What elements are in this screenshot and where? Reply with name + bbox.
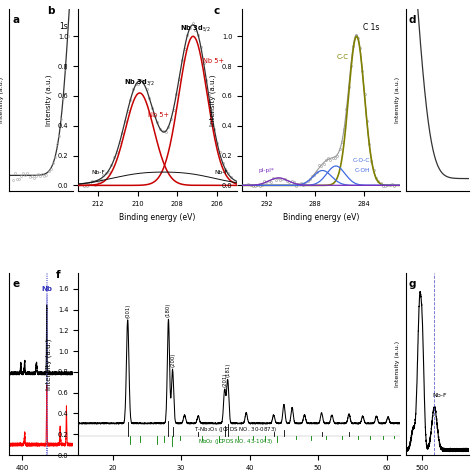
Text: (200): (200) [170, 353, 175, 367]
Y-axis label: Intensity (a.u.): Intensity (a.u.) [46, 338, 53, 390]
X-axis label: Binding energy (eV): Binding energy (eV) [283, 213, 359, 222]
Text: Nb: Nb [41, 285, 52, 292]
Text: pl-pl*: pl-pl* [258, 168, 274, 173]
Y-axis label: Intensity (a.u.): Intensity (a.u.) [395, 77, 401, 123]
Y-axis label: Intensity (a.u.): Intensity (a.u.) [46, 75, 53, 126]
Text: (181): (181) [225, 363, 230, 377]
X-axis label: Binding energy (eV): Binding energy (eV) [119, 213, 196, 222]
Text: Nb-F: Nb-F [91, 170, 105, 175]
Text: g: g [409, 279, 416, 289]
Text: 1s: 1s [59, 22, 68, 31]
Y-axis label: Intensity (a.u.): Intensity (a.u.) [0, 77, 4, 123]
Text: Nb 5+: Nb 5+ [203, 58, 224, 64]
Text: NbO$_2$ (JCPDS NO. 43-1043): NbO$_2$ (JCPDS NO. 43-1043) [198, 437, 273, 446]
Y-axis label: Intensity (a.u.): Intensity (a.u.) [395, 341, 401, 387]
Text: T-Nb$_2$O$_5$ (JCPDS NO. 30-0873): T-Nb$_2$O$_5$ (JCPDS NO. 30-0873) [194, 425, 278, 434]
Text: Nb-F: Nb-F [214, 170, 228, 175]
Text: a: a [12, 15, 19, 25]
Text: (180): (180) [166, 303, 171, 317]
Text: d: d [409, 15, 416, 25]
Text: (201): (201) [222, 373, 227, 387]
Text: e: e [12, 279, 19, 289]
Text: c: c [214, 6, 220, 16]
Text: Nb 5+: Nb 5+ [147, 112, 169, 118]
Text: Nb 3d$_{3/2}$: Nb 3d$_{3/2}$ [124, 77, 155, 88]
Text: b: b [46, 6, 54, 16]
Text: C-C: C-C [337, 54, 349, 60]
Text: C 1s: C 1s [363, 23, 380, 32]
Bar [46, 294, 47, 455]
Y-axis label: Intensity (a.u.): Intensity (a.u.) [210, 75, 216, 126]
Text: (001): (001) [125, 303, 130, 318]
Text: f: f [56, 270, 60, 280]
Text: Nb 3d$_{5/2}$: Nb 3d$_{5/2}$ [180, 24, 210, 34]
Text: C-O-C: C-O-C [353, 157, 370, 163]
Text: C-OH: C-OH [355, 168, 370, 173]
Text: Nb-F: Nb-F [433, 393, 447, 398]
